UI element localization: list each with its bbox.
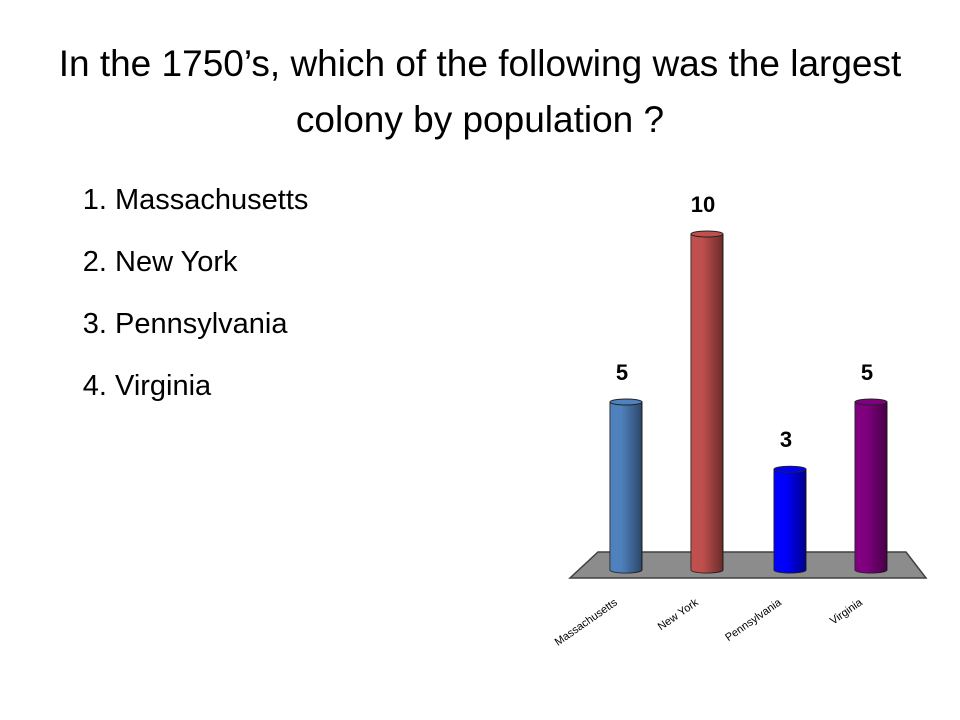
bar-cap	[609, 398, 643, 406]
bar-cap	[773, 465, 807, 473]
x-tick-label: Virginia	[828, 596, 865, 627]
bar-shade	[691, 234, 723, 573]
bar-cap	[854, 398, 888, 406]
answer-item: New York	[115, 240, 308, 302]
data-label: 10	[691, 192, 715, 217]
x-tick-label: New York	[656, 596, 701, 633]
slide-title: In the 1750’s, which of the following wa…	[58, 43, 902, 140]
answer-item: Virginia	[115, 364, 308, 426]
bar-shade	[774, 469, 806, 573]
data-label: 5	[861, 360, 873, 385]
bar	[854, 398, 888, 574]
chart-floor	[568, 551, 928, 579]
bar	[773, 465, 807, 574]
bar	[609, 398, 643, 574]
answer-list: Massachusetts New York Pennsylvania Virg…	[60, 178, 308, 426]
bar-shade	[855, 402, 887, 573]
x-tick-label: Massachusetts	[553, 596, 620, 648]
bar-shade	[610, 402, 642, 573]
data-label: 3	[780, 427, 792, 452]
bar-cap	[690, 230, 724, 238]
answer-item: Massachusetts	[115, 178, 308, 240]
data-label: 5	[616, 360, 628, 385]
x-tick-label: Pennsylvania	[723, 596, 784, 644]
bar	[690, 230, 724, 574]
answer-item: Pennsylvania	[115, 302, 308, 364]
